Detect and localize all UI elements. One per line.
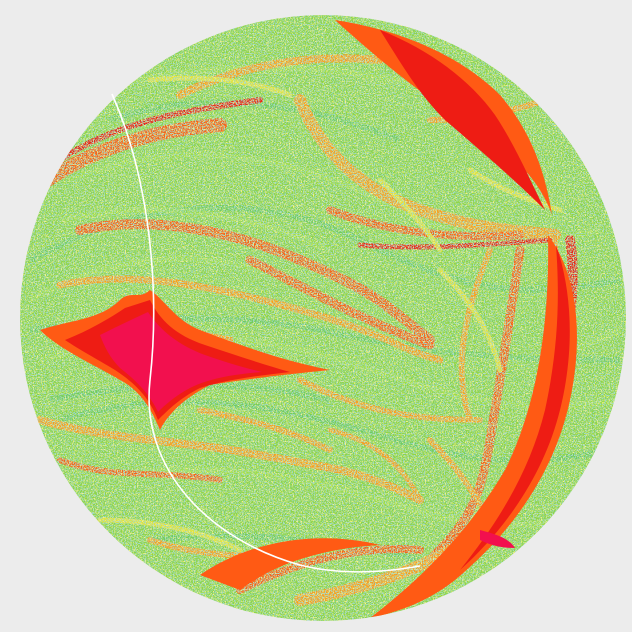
poincare-disk-fractal-image (0, 0, 632, 632)
disk-content (0, 0, 632, 632)
fractal-view (0, 0, 632, 632)
